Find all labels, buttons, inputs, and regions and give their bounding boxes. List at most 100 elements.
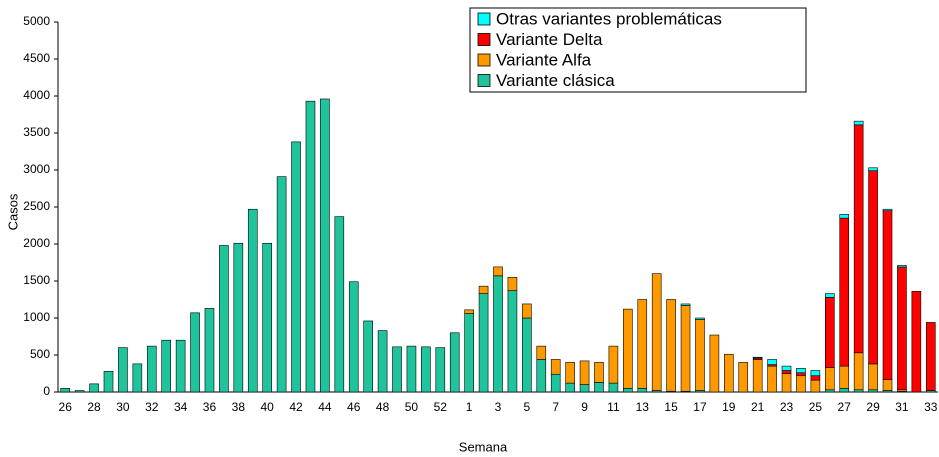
bar-segment <box>781 365 792 371</box>
bar-segment <box>882 379 893 391</box>
bar-segment <box>464 309 474 314</box>
bar-segment <box>608 345 619 384</box>
bar-segment <box>810 375 821 381</box>
bar-segment <box>320 98 330 393</box>
bar-segment <box>608 382 619 393</box>
bar-segment <box>478 285 489 294</box>
bar-segment <box>666 299 676 392</box>
x-tick-label: 36 <box>203 400 217 414</box>
bar-segment <box>839 214 850 219</box>
bar-segment <box>507 290 518 393</box>
x-tick-label: 38 <box>232 400 246 414</box>
x-tick-label: 15 <box>664 400 678 414</box>
bar-segment <box>435 347 446 393</box>
bar-segment <box>695 317 705 320</box>
x-tick-label: 30 <box>116 400 130 414</box>
y-tick-label: 3500 <box>23 125 50 139</box>
bar-segment <box>810 379 821 393</box>
bar-segment <box>89 383 99 393</box>
bar-segment <box>623 387 633 393</box>
y-tick-label: 500 <box>30 347 50 361</box>
bar-segment <box>781 373 792 393</box>
x-tick-label: 28 <box>87 400 101 414</box>
bar-segment <box>161 339 171 393</box>
bar-segment <box>493 275 503 393</box>
legend-swatch <box>477 74 491 87</box>
y-tick-label: 2000 <box>23 236 50 250</box>
bar-segment <box>594 382 604 393</box>
bar-segment <box>565 382 575 393</box>
bar-segment <box>305 100 316 393</box>
x-tick-label: 3 <box>495 400 502 414</box>
bar-segment <box>868 167 878 172</box>
bar-segment <box>449 332 460 393</box>
x-tick-label: 21 <box>751 400 765 414</box>
bar-segment <box>882 208 893 212</box>
bar-segment <box>522 317 532 393</box>
bar-segment <box>219 245 229 393</box>
bar-segment <box>825 367 835 391</box>
x-tick-label: 5 <box>524 400 531 414</box>
bar-segment <box>868 363 878 391</box>
bar-segment <box>623 308 633 389</box>
bar-segment <box>204 308 215 393</box>
bar-segment <box>536 345 547 360</box>
bar-segment <box>781 370 792 374</box>
bar-segment <box>233 242 244 393</box>
x-tick-label: 7 <box>552 400 559 414</box>
y-tick-label: 1500 <box>23 273 50 287</box>
bar-segment <box>291 141 301 393</box>
legend-swatch <box>477 33 491 46</box>
x-tick-label: 34 <box>174 400 188 414</box>
bar-segment <box>839 217 850 367</box>
bar-segment <box>363 320 373 393</box>
x-tick-label: 29 <box>866 400 880 414</box>
bar-segment <box>348 281 359 393</box>
bar-segment <box>752 356 763 359</box>
x-tick-label: 13 <box>636 400 650 414</box>
bar-segment <box>637 299 648 389</box>
x-tick-label: 31 <box>895 400 909 414</box>
bar-segment <box>825 296 835 368</box>
bar-segment <box>579 384 590 393</box>
bar-segment <box>882 210 893 380</box>
bar-segment <box>247 208 258 393</box>
bar-segment <box>695 319 705 391</box>
bar-segment <box>565 362 575 384</box>
bar-segment <box>868 389 878 393</box>
bar-segment <box>839 387 850 393</box>
x-tick-label: 42 <box>289 400 303 414</box>
legend-label: Variante Alfa <box>496 50 592 69</box>
bar-segment <box>724 353 734 393</box>
bar-segment <box>262 242 272 393</box>
bar-segment <box>175 339 186 393</box>
bar-segment <box>406 345 417 393</box>
bar-segment <box>825 389 835 393</box>
y-axis-label: Casos <box>5 193 20 230</box>
x-tick-label: 9 <box>581 400 588 414</box>
x-tick-label: 50 <box>405 400 419 414</box>
x-tick-label: 32 <box>145 400 159 414</box>
bar-segment <box>752 359 763 393</box>
bar-segment <box>464 313 474 393</box>
bar-segment <box>74 390 85 393</box>
bar-segment <box>709 334 720 393</box>
bar-segment <box>579 360 590 385</box>
bar-segment <box>60 387 71 393</box>
bar-segment <box>767 365 777 393</box>
bar-segment <box>868 170 878 365</box>
bar-segment <box>853 124 864 354</box>
bar-segment <box>738 362 749 393</box>
bar-segment <box>334 216 345 393</box>
x-tick-label: 26 <box>59 400 73 414</box>
bar-segment <box>594 362 604 383</box>
x-tick-label: 19 <box>722 400 736 414</box>
x-tick-label: 44 <box>318 400 332 414</box>
bar-segment <box>493 266 503 277</box>
bar-segment <box>810 370 821 377</box>
bar-segment <box>146 345 157 393</box>
x-tick-label: 48 <box>376 400 390 414</box>
x-tick-label: 1 <box>466 400 473 414</box>
bar-segment <box>796 372 806 377</box>
